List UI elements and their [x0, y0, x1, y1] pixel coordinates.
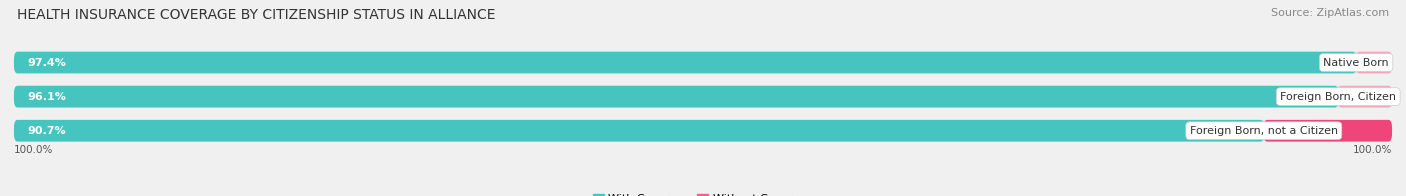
FancyBboxPatch shape: [14, 86, 1392, 107]
Text: Foreign Born, not a Citizen: Foreign Born, not a Citizen: [1189, 126, 1339, 136]
Text: 100.0%: 100.0%: [14, 145, 53, 155]
FancyBboxPatch shape: [1339, 86, 1392, 107]
Text: Foreign Born, Citizen: Foreign Born, Citizen: [1281, 92, 1396, 102]
Text: HEALTH INSURANCE COVERAGE BY CITIZENSHIP STATUS IN ALLIANCE: HEALTH INSURANCE COVERAGE BY CITIZENSHIP…: [17, 8, 495, 22]
Text: 96.1%: 96.1%: [28, 92, 66, 102]
Legend: With Coverage, Without Coverage: With Coverage, Without Coverage: [588, 189, 818, 196]
FancyBboxPatch shape: [14, 52, 1392, 73]
Text: 100.0%: 100.0%: [1353, 145, 1392, 155]
FancyBboxPatch shape: [14, 120, 1392, 142]
FancyBboxPatch shape: [14, 120, 1264, 142]
FancyBboxPatch shape: [1355, 52, 1392, 73]
Text: 97.4%: 97.4%: [28, 58, 66, 68]
Text: Native Born: Native Born: [1323, 58, 1389, 68]
Text: 90.7%: 90.7%: [28, 126, 66, 136]
FancyBboxPatch shape: [14, 86, 1339, 107]
FancyBboxPatch shape: [1264, 120, 1392, 142]
Text: Source: ZipAtlas.com: Source: ZipAtlas.com: [1271, 8, 1389, 18]
FancyBboxPatch shape: [14, 52, 1357, 73]
